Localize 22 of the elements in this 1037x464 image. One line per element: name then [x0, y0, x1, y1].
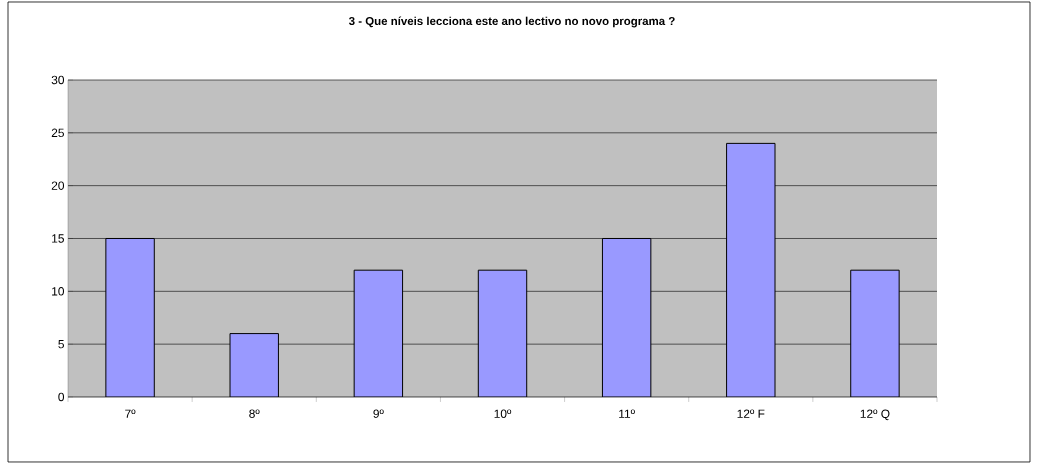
- y-tick-label: 25: [51, 128, 64, 138]
- bar: [105, 237, 155, 397]
- bar: [353, 269, 404, 397]
- y-tick-label: 0: [58, 392, 65, 402]
- chart-title: 3 - Que níveis lecciona este ano lectivo no novo programa ?: [348, 16, 675, 28]
- bar: [229, 333, 279, 397]
- x-tick-label: 11º: [619, 409, 635, 418]
- x-tick-label: 12º F: [737, 409, 765, 418]
- x-tick-label: 8º: [249, 409, 260, 418]
- x-tick-label: 10º: [494, 409, 512, 418]
- y-tick-label: 10: [52, 287, 65, 296]
- x-tick-label: 12º Q: [860, 409, 890, 421]
- bar: [726, 142, 776, 397]
- x-tick-label: 9º: [373, 409, 384, 418]
- y-tick-label: 30: [51, 75, 65, 85]
- y-tick-label: 15: [52, 234, 64, 243]
- bar: [850, 269, 900, 397]
- bar: [601, 237, 652, 397]
- y-tick-label: 5: [58, 339, 64, 349]
- y-tick-label: 20: [51, 181, 65, 190]
- x-tick-label: 7º: [125, 409, 136, 418]
- bar: [477, 269, 528, 397]
